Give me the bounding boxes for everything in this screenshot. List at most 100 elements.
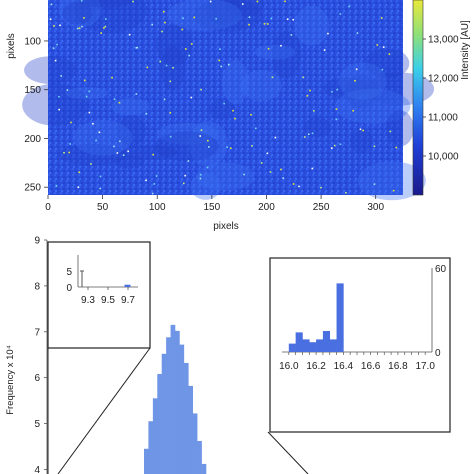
heatmap-speckle [290, 34, 293, 36]
heatmap-speckle [284, 0, 286, 3]
heatmap-speckle [58, 95, 60, 98]
heatmap-x-axis: 0 50 100 150 200 250 300 [45, 195, 384, 213]
heatmap-speckle [146, 66, 149, 69]
low-inset-x-tick-label: 9.3 [81, 295, 95, 306]
heatmap-speckle [122, 154, 125, 156]
heatmap-texture-blob [117, 114, 146, 148]
histogram-bars [144, 324, 207, 474]
heatmap-speckle [209, 0, 212, 3]
histogram-bar [152, 398, 158, 474]
heatmap-texture-blob [114, 155, 145, 169]
heatmap-speckle [292, 18, 295, 21]
heatmap-speckle [271, 76, 274, 79]
heatmap-speckle [336, 88, 338, 91]
heatmap-speckle [135, 47, 138, 49]
heatmap-x-tick-label: 250 [313, 202, 330, 213]
heatmap-texture-blob [385, 110, 414, 147]
heatmap-texture-blob [364, 48, 410, 79]
low-inset-bar [124, 284, 131, 287]
heatmap-y-tick-label: 100 [24, 36, 41, 47]
high-inset-bar [295, 332, 303, 352]
heatmap-speckle [119, 140, 121, 143]
heatmap-speckle [388, 53, 391, 55]
heatmap-y-label: pixels [6, 33, 17, 59]
heatmap-texture-blob [57, 143, 128, 166]
low-inset-x-tick-label: 9.7 [121, 295, 135, 306]
high-inset-y-tick-label: 60 [435, 264, 447, 275]
heatmap-speckle [355, 68, 358, 71]
heatmap-speckle [215, 17, 217, 20]
heatmap-speckle [274, 136, 277, 139]
heatmap-speckle [81, 25, 83, 28]
histogram-y-tick-label: 9 [34, 236, 40, 247]
heatmap-speckle [135, 93, 138, 95]
colorbar-label: Intensity [AU] [460, 20, 471, 80]
heatmap-speckle [104, 25, 107, 28]
heatmap-speckle [88, 90, 91, 93]
histogram-y-axis: 4 5 6 7 8 9 [34, 236, 47, 474]
heatmap-speckle [207, 139, 209, 142]
heatmap-speckle [92, 122, 94, 125]
heatmap-speckle [260, 162, 263, 164]
heatmap-speckle [199, 177, 202, 180]
histogram-bar [157, 373, 163, 474]
heatmap-speckle [68, 151, 71, 154]
heatmap-speckle [331, 90, 333, 93]
heatmap-speckle [70, 121, 72, 124]
heatmap-speckle [136, 46, 139, 49]
heatmap-texture-blob [271, 31, 302, 79]
high-inset-x-tick-label: 16.4 [334, 361, 354, 372]
heatmap-texture-blob [155, 24, 193, 66]
heatmap-speckle [382, 46, 385, 48]
heatmap-speckle [206, 166, 209, 169]
heatmap-x-label: pixels [213, 221, 239, 232]
heatmap-speckle [335, 118, 338, 121]
heatmap-speckle [58, 108, 60, 111]
heatmap-speckle [80, 0, 83, 2]
heatmap-speckle [309, 89, 311, 92]
heatmap-speckle [77, 186, 80, 189]
histogram-y-tick-label: 5 [34, 419, 40, 430]
heatmap-texture-blob [208, 98, 236, 120]
heatmap-speckle [100, 32, 103, 34]
heatmap-image [48, 0, 403, 195]
high-inset-x-tick-label: 16.2 [306, 361, 326, 372]
heatmap-speckle [352, 109, 354, 112]
heatmap-x-tick-label: 50 [97, 202, 109, 213]
heatmap-speckle [311, 167, 314, 170]
heatmap-speckle [199, 173, 202, 176]
high-inset-x-tick-label: 16.8 [388, 361, 408, 372]
colorbar-tick-label: 12,000 [428, 74, 459, 85]
heatmap-speckle [339, 143, 342, 146]
heatmap-speckle [155, 175, 158, 177]
heatmap-speckle [103, 27, 105, 29]
heatmap-speckle [90, 163, 92, 165]
histogram-bar [170, 324, 176, 474]
heatmap-texture-blob [345, 74, 379, 109]
heatmap-speckle [163, 98, 166, 101]
heatmap-texture-blob [65, 87, 109, 100]
heatmap-speckle [113, 98, 116, 101]
heatmap-panel: 0 50 100 150 200 250 300 100 150 200 250 pixels p… [6, 0, 471, 232]
heatmap-speckle [307, 133, 310, 136]
heatmap-texture-blob [357, 161, 426, 201]
heatmap-speckle [226, 146, 228, 149]
heatmap-speckle [98, 131, 101, 134]
histogram-bar [148, 421, 154, 474]
heatmap-texture-blob [111, 97, 150, 116]
heatmap-speckle [187, 160, 190, 162]
heatmap-speckle [255, 127, 257, 130]
heatmap-speckle [53, 25, 55, 27]
heatmap-speckle [345, 191, 347, 194]
high-inset-bar [336, 283, 344, 352]
heatmap-speckle [229, 147, 232, 149]
heatmap-speckle [359, 128, 362, 131]
heatmap-speckle [292, 183, 295, 185]
histogram-y-tick-label: 4 [34, 465, 40, 474]
histogram-bar [183, 362, 189, 474]
heatmap-speckle [165, 64, 168, 67]
heatmap-speckle [280, 168, 282, 171]
heatmap-speckle [49, 18, 52, 21]
heatmap-speckle [376, 44, 379, 46]
